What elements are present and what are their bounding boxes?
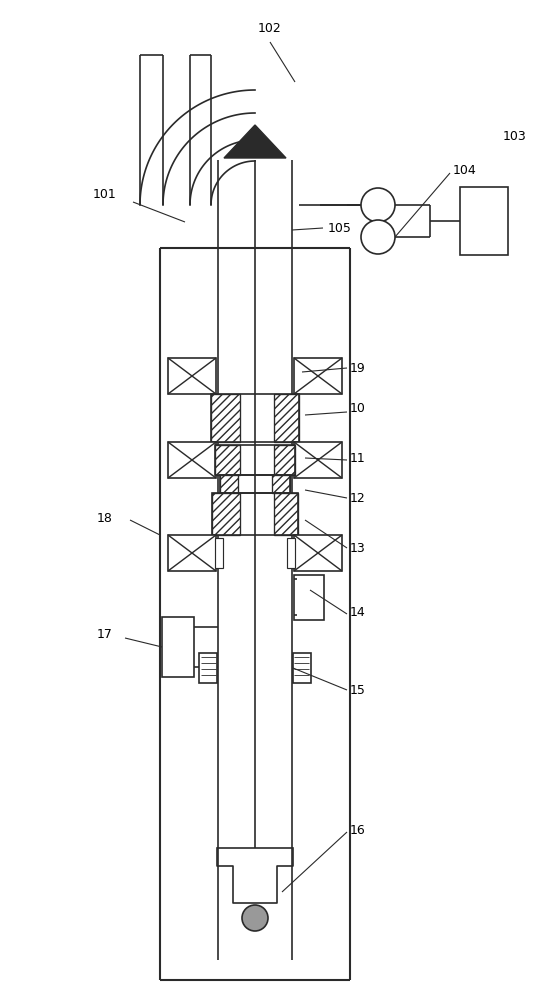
Bar bbox=[220, 475, 238, 493]
Bar bbox=[274, 394, 299, 442]
Text: 103: 103 bbox=[503, 130, 527, 143]
Text: 105: 105 bbox=[328, 222, 352, 234]
Bar bbox=[199, 653, 217, 683]
Bar bbox=[274, 445, 295, 475]
Text: 14: 14 bbox=[350, 605, 366, 618]
Bar bbox=[212, 493, 240, 535]
Bar bbox=[168, 358, 216, 394]
Text: 12: 12 bbox=[350, 491, 366, 504]
Text: 13: 13 bbox=[350, 542, 366, 554]
Bar bbox=[220, 475, 290, 493]
Bar bbox=[215, 445, 240, 475]
Text: 15: 15 bbox=[350, 684, 366, 696]
Text: 17: 17 bbox=[97, 629, 113, 642]
Bar bbox=[211, 394, 240, 442]
Bar bbox=[293, 653, 311, 683]
Bar bbox=[215, 445, 295, 475]
Bar bbox=[294, 358, 342, 394]
Polygon shape bbox=[224, 125, 286, 158]
Text: 16: 16 bbox=[350, 824, 366, 836]
Bar bbox=[168, 442, 216, 478]
Bar bbox=[162, 617, 194, 677]
Circle shape bbox=[242, 905, 268, 931]
Text: 10: 10 bbox=[350, 401, 366, 414]
Circle shape bbox=[361, 188, 395, 222]
Bar bbox=[215, 538, 223, 568]
Text: 11: 11 bbox=[350, 452, 366, 464]
Bar bbox=[460, 187, 508, 255]
Text: 18: 18 bbox=[97, 512, 113, 524]
Text: 101: 101 bbox=[93, 188, 117, 202]
Text: 19: 19 bbox=[350, 361, 366, 374]
Text: 102: 102 bbox=[258, 21, 282, 34]
Bar bbox=[212, 493, 298, 535]
Bar bbox=[294, 442, 342, 478]
Bar bbox=[272, 475, 290, 493]
Bar bbox=[168, 535, 216, 571]
Text: 104: 104 bbox=[453, 163, 477, 176]
Bar bbox=[294, 535, 342, 571]
Bar bbox=[274, 493, 298, 535]
Bar bbox=[294, 575, 324, 620]
Bar bbox=[211, 394, 299, 442]
Circle shape bbox=[361, 220, 395, 254]
Bar bbox=[287, 538, 295, 568]
